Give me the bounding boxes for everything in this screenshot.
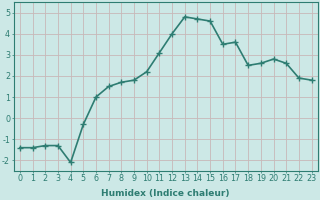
X-axis label: Humidex (Indice chaleur): Humidex (Indice chaleur) (101, 189, 230, 198)
